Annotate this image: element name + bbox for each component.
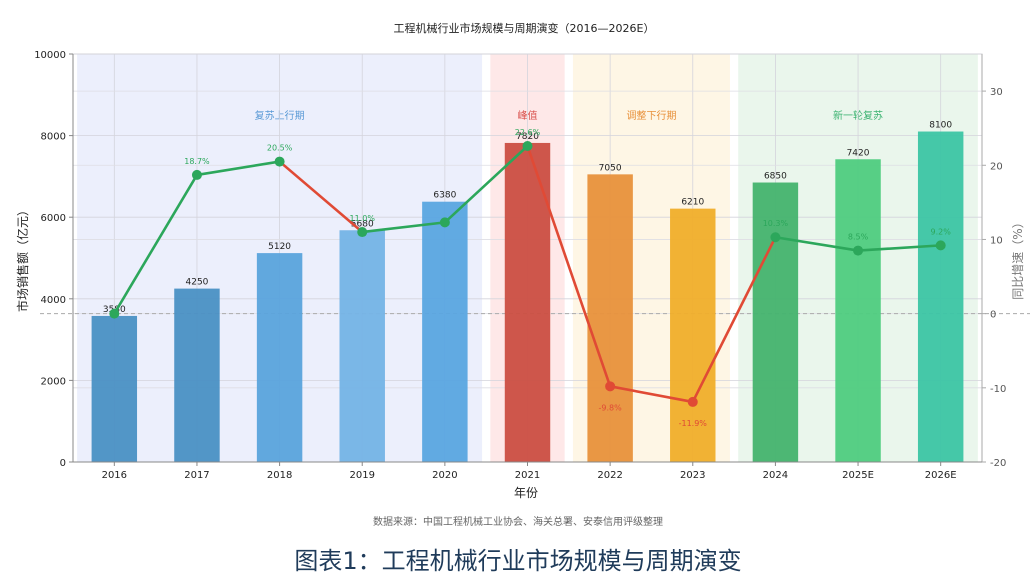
growth-value-label: -11.9% <box>679 419 708 428</box>
x-tick-label: 2025E <box>842 470 874 481</box>
growth-point-2024 <box>770 232 781 243</box>
y2-tick-label: 0 <box>990 310 996 321</box>
bar-2016 <box>91 315 138 462</box>
y-tick-label: 6000 <box>41 213 66 224</box>
x-tick-label: 2018 <box>267 470 292 481</box>
bar-2018 <box>256 253 303 462</box>
data-source-note: 数据来源：中国工程机械工业协会、海关总署、安泰信用评级整理 <box>373 517 663 528</box>
growth-point-2017 <box>191 169 202 180</box>
bar-2022 <box>587 174 633 463</box>
y2-axis-label: 同比增速（%） <box>1011 216 1025 299</box>
figure-caption: 图表1：工程机械行业市场规模与周期演变 <box>294 547 742 575</box>
growth-point-2016 <box>109 308 120 319</box>
growth-point-2026E <box>935 240 946 251</box>
y2-tick-label: 10 <box>990 235 1003 246</box>
growth-line-segment <box>360 221 447 234</box>
bar-2023 <box>670 208 716 462</box>
growth-line-segment <box>774 235 860 252</box>
y2-tick-label: 20 <box>990 161 1003 172</box>
x-tick-label: 2026E <box>925 470 957 481</box>
x-tick-label: 2019 <box>350 470 375 481</box>
growth-value-label: 10.3% <box>763 219 789 228</box>
y2-tick-label: 30 <box>990 87 1003 98</box>
y-tick-label: 10000 <box>34 50 66 61</box>
y2-tick-label: -20 <box>990 458 1006 469</box>
x-tick-label: 2022 <box>597 470 622 481</box>
bar-2019 <box>339 230 385 462</box>
growth-line-segment <box>278 160 364 234</box>
growth-point-2018 <box>274 156 285 167</box>
growth-value-label: -9.8% <box>599 403 623 412</box>
bar-2020 <box>422 201 468 463</box>
growth-value-label: 22.6% <box>515 128 541 137</box>
growth-point-2020 <box>439 217 450 228</box>
y-tick-label: 2000 <box>41 376 66 387</box>
bar-2026E <box>917 131 964 462</box>
phase-label-2: 调整下行期 <box>626 109 676 122</box>
y-tick-label: 4000 <box>41 295 66 306</box>
x-tick-label: 2016 <box>102 470 127 481</box>
growth-line-segment <box>691 235 777 404</box>
bar-value-label: 6380 <box>433 191 456 201</box>
bar-value-label: 4250 <box>186 278 209 288</box>
growth-line-segment <box>856 244 942 252</box>
growth-point-2021 <box>522 140 533 151</box>
bar-value-label: 7050 <box>599 163 622 173</box>
bar-2024 <box>752 182 799 462</box>
y2-tick-label: -10 <box>990 384 1006 395</box>
growth-line-segment <box>608 385 695 404</box>
growth-line-segment <box>195 160 281 177</box>
bar-value-label: 6850 <box>764 172 787 182</box>
growth-point-2022 <box>605 381 616 392</box>
chart-title: 工程机械行业市场规模与周期演变（2016—2026E） <box>394 21 655 35</box>
bar-value-label: 7820 <box>516 132 539 142</box>
growth-point-2019 <box>357 227 368 238</box>
bar-2025E <box>835 159 881 462</box>
growth-line-segment <box>113 173 199 315</box>
x-axis-label: 年份 <box>514 486 538 500</box>
growth-line-segment <box>526 144 612 388</box>
x-tick-label: 2021 <box>515 470 540 481</box>
y-tick-label: 0 <box>60 458 66 469</box>
x-tick-label: 2024 <box>763 470 788 481</box>
growth-value-label: 9.2% <box>931 227 952 236</box>
bar-value-label: 7420 <box>847 148 870 158</box>
bar-value-label: 6210 <box>681 198 704 208</box>
growth-value-label: 18.7% <box>184 157 210 166</box>
bar-value-label: 5120 <box>268 242 291 252</box>
x-tick-label: 2020 <box>432 470 457 481</box>
y-axis-label: 市场销售额（亿元） <box>15 204 30 312</box>
growth-value-label: 11.0% <box>350 214 376 223</box>
growth-point-2023 <box>687 396 698 407</box>
x-tick-label: 2017 <box>184 470 209 481</box>
bar-value-label: 8100 <box>929 121 952 131</box>
x-tick-label: 2023 <box>680 470 705 481</box>
bar-2017 <box>174 288 220 462</box>
growth-value-label: 20.5% <box>267 144 293 153</box>
bar-2021 <box>504 142 551 462</box>
bar-value-label: 5680 <box>351 219 374 229</box>
growth-line-segment <box>443 144 529 224</box>
growth-value-label: 8.5% <box>848 233 869 242</box>
y-tick-label: 8000 <box>41 132 66 143</box>
growth-point-2025E <box>853 245 864 256</box>
